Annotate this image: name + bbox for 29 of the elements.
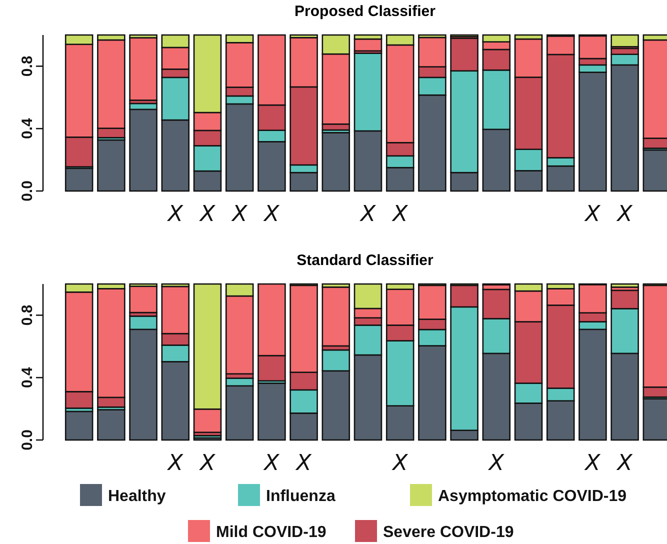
x-tick-label: X — [392, 202, 409, 227]
x-tick-label: X — [488, 450, 505, 476]
x-tick-label: X — [231, 202, 248, 227]
chart-title: Standard Classifier — [296, 252, 434, 269]
x-tick-label: X — [263, 202, 280, 227]
x-tick-label: X — [166, 450, 184, 476]
y-tick-label: 0.0 — [19, 430, 36, 450]
x-tick-label: X — [295, 450, 312, 476]
x-tick-label: X — [263, 450, 280, 476]
legend-label: Mild COVID-19 — [216, 524, 326, 541]
x-tick-label: X — [616, 450, 634, 476]
y-tick-label: 0.4 — [19, 366, 36, 388]
x-tick-label: X — [392, 450, 409, 476]
y-tick-label: 0.0 — [19, 180, 36, 202]
y-tick-label: 0.4 — [19, 118, 36, 140]
legend-label: Influenza — [266, 488, 336, 505]
x-tick-label: X — [584, 202, 602, 227]
legend-label: Severe COVID-19 — [383, 524, 514, 541]
x-tick-label: X — [198, 450, 216, 476]
x-tick-label: X — [166, 202, 184, 227]
y-tick-label: 0.8 — [19, 304, 36, 326]
chart-title: Proposed Classifier — [294, 3, 436, 20]
x-tick-label: X — [198, 202, 216, 227]
x-tick-label: X — [584, 450, 602, 476]
x-tick-label: X — [359, 202, 376, 227]
text: Healthy — [108, 488, 166, 505]
y-tick-label: 0.8 — [19, 56, 36, 77]
legend-label: Asymptomatic COVID-19 — [438, 488, 627, 505]
x-tick-label: X — [616, 202, 634, 227]
